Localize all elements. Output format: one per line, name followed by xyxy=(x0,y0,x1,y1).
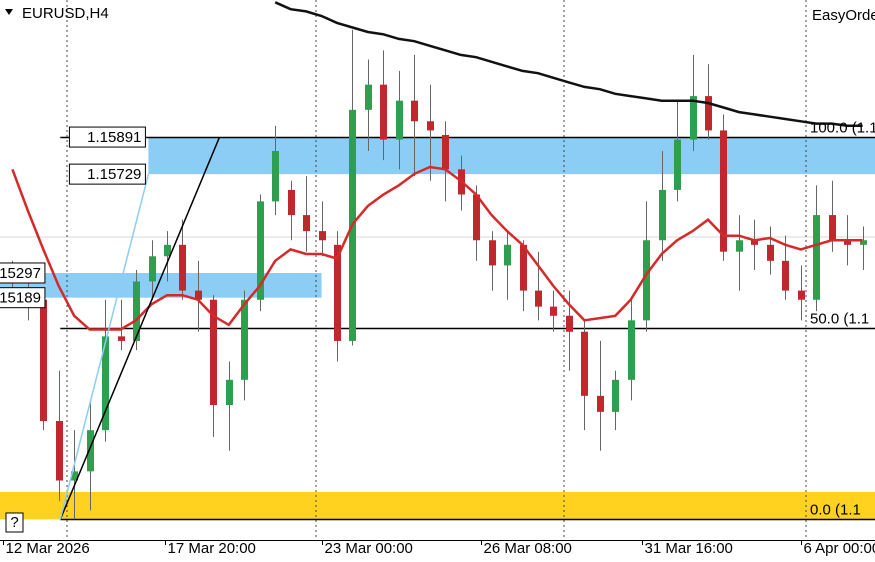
x-tick-label: 31 Mar 16:00 xyxy=(645,540,733,557)
labels: 100.0 (1.1 50.0 (1.1 0.0 (1.1 1.15891 1.1572… xyxy=(0,119,875,518)
zone xyxy=(0,491,875,520)
lines xyxy=(11,1,863,520)
levels xyxy=(60,136,875,521)
candle-body xyxy=(550,306,557,316)
candle-body xyxy=(720,130,727,252)
moving-average xyxy=(11,165,863,331)
moving-average xyxy=(274,1,863,128)
price-label: 1.15729 xyxy=(87,166,141,183)
help-button[interactable] xyxy=(5,512,24,533)
candle-body xyxy=(102,336,109,431)
candle-body xyxy=(396,100,403,140)
candle-body xyxy=(751,240,758,245)
candle-body xyxy=(612,379,619,412)
candle-body xyxy=(179,244,186,291)
candle-body xyxy=(241,299,248,380)
price-label-box xyxy=(68,163,146,185)
candle-body xyxy=(844,240,851,245)
candle-body xyxy=(71,471,78,481)
trendline xyxy=(59,173,150,520)
level-label: 100.0 (1.1 xyxy=(810,119,875,136)
candle-body xyxy=(303,215,310,232)
zones xyxy=(0,137,875,520)
x-axis: 12 Mar 2026 17 Mar 20:00 23 Mar 00:00 26 Ma… xyxy=(3,540,875,557)
candle-body xyxy=(860,240,867,245)
indicator-label: EasyOrde xyxy=(812,7,875,24)
symbol-title: EURUSD,H4 xyxy=(22,5,109,22)
candle-body xyxy=(195,290,202,300)
candle-body xyxy=(504,244,511,266)
x-tick-label: 12 Mar 2026 xyxy=(6,540,90,557)
candle-body xyxy=(257,201,264,300)
candle-body xyxy=(380,84,387,140)
time-axis xyxy=(0,540,875,562)
x-tick-label: 6 Apr 00:00 xyxy=(804,540,875,557)
candle-body xyxy=(520,244,527,291)
candle-body xyxy=(40,299,47,422)
candle-body xyxy=(628,320,635,380)
price-label-box xyxy=(68,126,146,148)
candle-body xyxy=(643,240,650,321)
x-tick-label: 17 Mar 20:00 xyxy=(168,540,256,557)
candle-body xyxy=(767,244,774,261)
candle-body xyxy=(334,244,341,341)
candle-body xyxy=(164,244,171,257)
candle-body xyxy=(705,96,712,131)
candle-body xyxy=(581,331,588,396)
collapse-icon[interactable] xyxy=(5,9,13,15)
period-separators xyxy=(66,0,807,540)
candle-body xyxy=(659,189,666,241)
candle-body xyxy=(674,139,681,190)
candle-body xyxy=(319,231,326,241)
candle-body xyxy=(118,336,125,341)
price-label: 1.15891 xyxy=(87,129,141,146)
candle-body xyxy=(829,215,836,241)
level-label: 50.0 (1.1 xyxy=(810,310,869,327)
candle-body xyxy=(813,215,820,300)
candle-body xyxy=(489,240,496,266)
candle-body xyxy=(272,151,279,202)
candle-body xyxy=(566,315,573,332)
candle-body xyxy=(226,379,233,405)
candle-body xyxy=(736,240,743,252)
candle-body xyxy=(782,260,789,291)
candle-body xyxy=(442,135,449,170)
candle-body xyxy=(411,100,418,122)
candle-body xyxy=(798,290,805,300)
candle-body xyxy=(365,84,372,110)
candle-body xyxy=(56,421,63,481)
price-label-box xyxy=(0,262,46,284)
x-tick-label: 26 Mar 08:00 xyxy=(484,540,572,557)
candle-body xyxy=(149,256,156,282)
candle-body xyxy=(133,281,140,341)
price-label-box xyxy=(0,287,46,309)
price-label: 1.15189 xyxy=(0,290,41,307)
zone xyxy=(148,137,875,175)
x-tick-label: 23 Mar 00:00 xyxy=(325,540,413,557)
price-label: 1.15297 xyxy=(0,265,41,282)
candle-body xyxy=(288,189,295,216)
candle-body xyxy=(690,96,697,140)
candle-body xyxy=(210,299,217,405)
candle-body xyxy=(473,194,480,241)
candle-body xyxy=(597,395,604,412)
candle-body xyxy=(427,121,434,131)
help-label: ? xyxy=(10,514,18,531)
candle-body xyxy=(535,290,542,307)
trendline xyxy=(59,136,221,520)
candle-body xyxy=(87,430,94,472)
level-label: 0.0 (1.1 xyxy=(810,501,861,518)
